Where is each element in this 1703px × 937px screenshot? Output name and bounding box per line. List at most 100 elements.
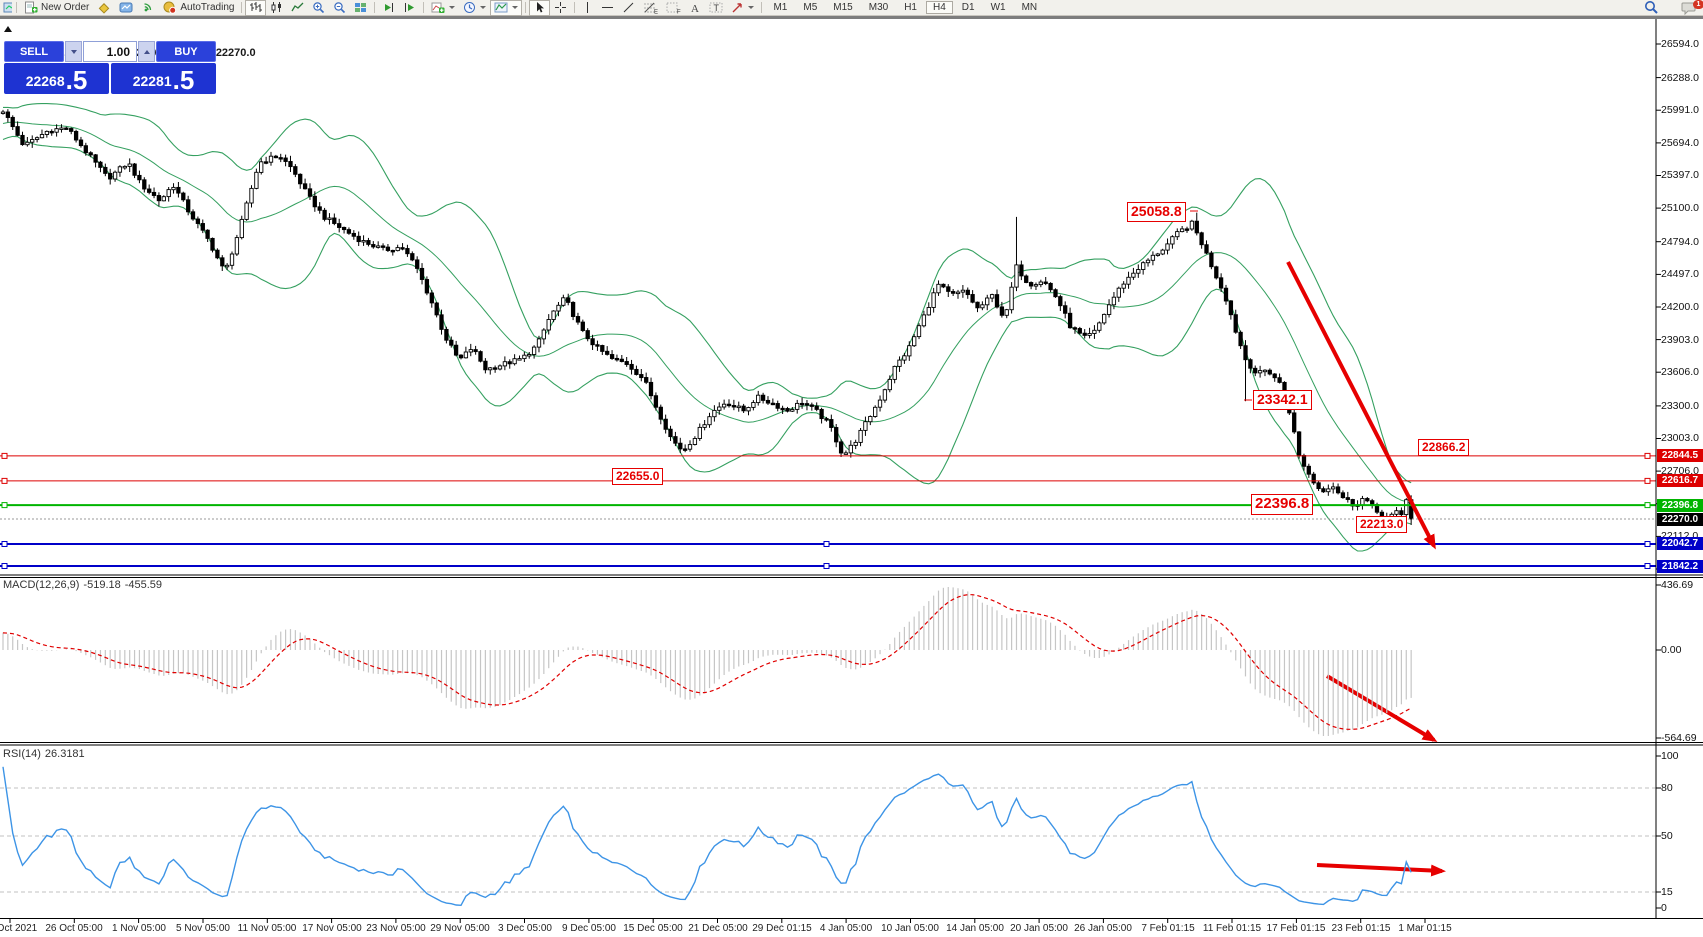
- rsi-name: RSI(14): [3, 748, 41, 760]
- volume-increment-button[interactable]: [138, 41, 155, 62]
- rsi-indicator-label: RSI(14) 26.3181: [3, 748, 85, 760]
- price-line-badge: 22396.8: [1657, 499, 1703, 512]
- price-annotation-label[interactable]: 22866.2: [1418, 439, 1470, 456]
- date-axis-label: 20 Jan 05:00: [1010, 923, 1068, 934]
- macd-name: MACD(12,26,9): [3, 579, 80, 591]
- rsi-value: 26.3181: [44, 748, 85, 760]
- price-line-badge: 22616.7: [1657, 474, 1703, 487]
- macd-axis-label: 0.00: [1661, 644, 1682, 656]
- clock-icon: [463, 1, 476, 14]
- tile-windows-icon[interactable]: [350, 0, 371, 16]
- tab-timeframe-H4[interactable]: H4: [925, 1, 953, 14]
- sell-price-panel[interactable]: 22268 .5: [4, 63, 109, 94]
- volume-input[interactable]: 1.00: [83, 41, 137, 62]
- date-axis-label: 17 Feb 01:15: [1266, 923, 1326, 934]
- tab-timeframe-M5[interactable]: M5: [803, 2, 818, 13]
- price-axis-tick-label: 24497.0: [1661, 268, 1699, 280]
- tab-timeframe-MN[interactable]: MN: [1021, 2, 1038, 13]
- date-axis-label: 7 Feb 01:15: [1141, 923, 1195, 934]
- triangle-down-icon: [70, 49, 77, 54]
- sell-button[interactable]: SELL: [4, 41, 64, 62]
- bar-chart-type-icon[interactable]: [245, 0, 267, 16]
- date-axis[interactable]: 20 Oct 2021 26 Oct 05:00 1 Nov 05:00 5 Nov …: [0, 920, 1703, 937]
- fibonacci-fan-tool-icon[interactable]: F: [662, 0, 685, 16]
- price-annotation-label[interactable]: 22213.0: [1356, 516, 1408, 533]
- price-annotation-label[interactable]: 22396.8: [1251, 494, 1314, 515]
- sell-price-main: 22268: [25, 73, 65, 89]
- order-document-icon: [24, 1, 38, 14]
- periods-button[interactable]: [459, 0, 490, 16]
- metaeditor-icon[interactable]: [115, 0, 137, 16]
- macd-indicator-label: MACD(12,26,9) -519.18 -455.59: [3, 579, 162, 591]
- vertical-line-tool-icon[interactable]: [578, 0, 597, 16]
- add-indicator-icon: [431, 1, 445, 14]
- toolbar-separator: [423, 2, 425, 13]
- tab-timeframe-M30[interactable]: M30: [868, 2, 889, 13]
- date-axis-label: 1 Nov 05:00: [112, 923, 166, 934]
- collapse-arrow-icon[interactable]: [4, 26, 12, 32]
- add-indicator-button[interactable]: [427, 0, 459, 16]
- fibonacci-tool-icon[interactable]: E: [639, 0, 662, 16]
- date-axis-label: 11 Feb 01:15: [1202, 923, 1262, 934]
- new-chart-icon[interactable]: [2, 0, 13, 16]
- one-click-trading-widget: SELL 1.00 BUY 22268 .5 22281 .5: [4, 41, 216, 94]
- date-axis-label: 26 Oct 05:00: [45, 923, 103, 934]
- arrows-tool-button[interactable]: [727, 0, 758, 16]
- price-annotation-label[interactable]: 23342.1: [1253, 390, 1312, 410]
- price-axis-tick-label: 25397.0: [1661, 169, 1699, 181]
- signal-icon[interactable]: [137, 0, 159, 16]
- date-axis-label: 11 Nov 05:00: [237, 923, 297, 934]
- horizontal-line-tool-icon[interactable]: [597, 0, 618, 16]
- auto-scroll-icon[interactable]: [378, 0, 399, 16]
- tab-timeframe-D1[interactable]: D1: [961, 2, 975, 13]
- date-axis-label: 1 Mar 01:15: [1398, 923, 1452, 934]
- rsi-axis-label: 100: [1661, 750, 1679, 762]
- tab-timeframe-H1[interactable]: H1: [904, 2, 917, 13]
- buy-button[interactable]: BUY: [156, 41, 216, 62]
- chat-icon[interactable]: 1: [1677, 0, 1703, 16]
- timeframe-group: M1 M5 M15 M30 H1 H4 D1 W1 MN: [765, 1, 1045, 14]
- toolbar-separator: [761, 2, 763, 13]
- indicators-list-icon[interactable]: [93, 0, 115, 16]
- buy-price-panel[interactable]: 22281 .5: [111, 63, 216, 94]
- volume-decrement-button[interactable]: [65, 41, 82, 62]
- autotrading-button[interactable]: AutoTrading: [159, 0, 238, 16]
- line-chart-type-icon[interactable]: [287, 0, 308, 16]
- macd-layer: [2, 587, 1412, 736]
- date-axis-label: 17 Nov 05:00: [302, 923, 362, 934]
- price-axis-tick-label: 25694.0: [1661, 137, 1699, 149]
- tab-timeframe-M1[interactable]: M1: [773, 2, 788, 13]
- crosshair-icon[interactable]: [550, 0, 571, 16]
- new-order-button[interactable]: New Order: [20, 0, 93, 16]
- date-axis-label: 20 Oct 2021: [0, 923, 38, 934]
- date-axis-label: 26 Jan 05:00: [1074, 923, 1132, 934]
- date-axis-label: 3 Dec 05:00: [498, 923, 552, 934]
- tab-timeframe-M15[interactable]: M15: [833, 2, 853, 13]
- svg-text:A: A: [691, 3, 699, 14]
- cursor-icon[interactable]: [529, 0, 551, 16]
- date-axis-label: 23 Feb 01:15: [1331, 923, 1391, 934]
- templates-button[interactable]: [490, 0, 523, 16]
- price-annotation-label[interactable]: 22655.0: [612, 468, 664, 485]
- zoom-out-icon[interactable]: [329, 0, 350, 16]
- candlestick-chart-type-icon[interactable]: [266, 0, 287, 16]
- tab-timeframe-W1[interactable]: W1: [990, 2, 1006, 13]
- price-axis-tick-label: 23606.0: [1661, 366, 1699, 378]
- date-axis-label: 10 Jan 05:00: [881, 923, 939, 934]
- price-axis-tick-label: 23300.0: [1661, 400, 1699, 412]
- search-icon[interactable]: [1640, 0, 1663, 16]
- chart-window-border: [0, 16, 1703, 19]
- text-label-tool-icon[interactable]: T: [705, 0, 727, 16]
- macd-value-main: -519.18: [83, 579, 121, 591]
- zoom-in-icon[interactable]: [308, 0, 329, 16]
- template-chart-icon: [494, 1, 508, 14]
- trendline-tool-icon[interactable]: [618, 0, 639, 16]
- chart-shift-icon[interactable]: [399, 0, 420, 16]
- text-tool-icon[interactable]: A: [685, 0, 705, 16]
- rsi-axis-label: 50: [1661, 830, 1673, 842]
- rsi-layer: [0, 766, 1656, 907]
- price-annotation-label[interactable]: 25058.8: [1127, 202, 1186, 222]
- toolbar-separator: [374, 2, 376, 13]
- date-axis-label: 15 Dec 05:00: [623, 923, 683, 934]
